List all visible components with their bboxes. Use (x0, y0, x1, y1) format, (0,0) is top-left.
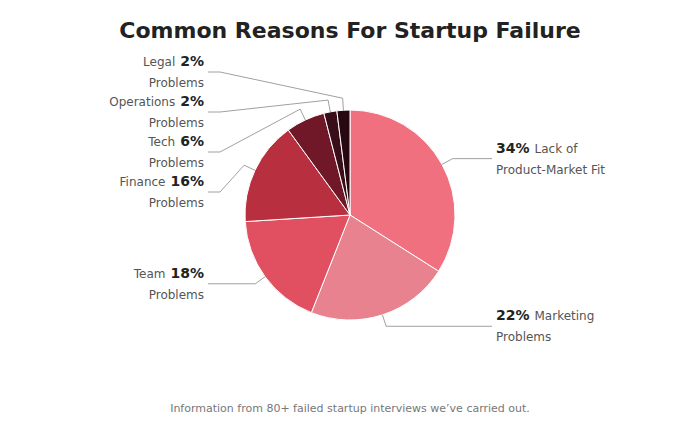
data-label: 22% (496, 307, 530, 323)
category-label: Problems (149, 196, 204, 210)
leader-line (208, 72, 343, 110)
pie (245, 110, 455, 320)
category-label: Marketing (535, 309, 595, 323)
footnote: Information from 80+ failed startup inte… (170, 402, 530, 415)
data-label: 2% (180, 93, 204, 109)
category-label: Operations (109, 95, 175, 109)
category-label: Finance (120, 175, 166, 189)
pie-slice (324, 111, 350, 215)
data-label: 6% (180, 133, 204, 149)
category-label: Legal (143, 55, 175, 69)
leader-line (208, 165, 255, 192)
data-label: 2% (180, 53, 204, 69)
data-label: 16% (170, 173, 204, 189)
category-label: Product-Market Fit (496, 163, 605, 177)
chart-title: Common Reasons For Startup Failure (119, 18, 580, 43)
leader-line (442, 159, 492, 165)
chart-svg: Common Reasons For Startup Failure Inform… (0, 0, 700, 424)
leader-line (208, 277, 265, 284)
category-label: Problems (149, 156, 204, 170)
leader-line (382, 315, 492, 326)
category-label: Problems (149, 116, 204, 130)
labels: 34% Lack of Product-Market Fit 22% Marketing… (109, 53, 605, 344)
pie-slice (245, 215, 350, 313)
leader-line (208, 100, 330, 112)
category-label: Lack of (535, 142, 579, 156)
data-label: 34% (496, 140, 530, 156)
pie-slice (337, 110, 350, 215)
category-label: Team (133, 267, 166, 281)
leader-line (208, 109, 305, 152)
category-label: Problems (149, 76, 204, 90)
category-label: Problems (496, 330, 551, 344)
category-label: Problems (149, 288, 204, 302)
category-label: Tech (147, 135, 175, 149)
data-label: 18% (170, 265, 204, 281)
